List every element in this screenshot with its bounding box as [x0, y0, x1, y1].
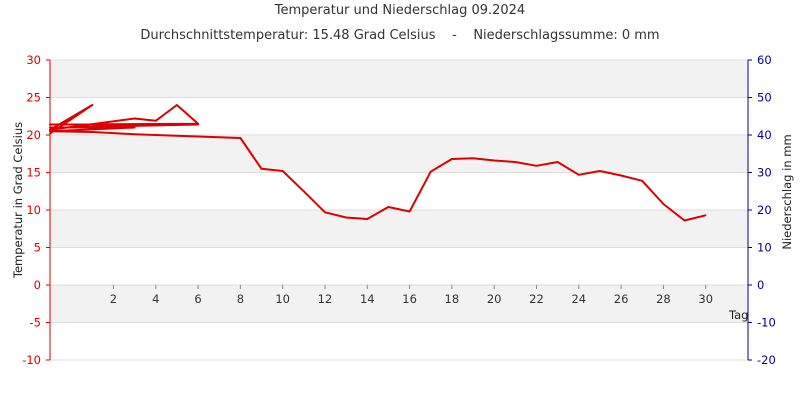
temperature-point	[49, 128, 51, 131]
x-tick-label: 2	[110, 292, 117, 306]
left-tick-label: 15	[26, 166, 41, 180]
temperature-point	[49, 123, 51, 126]
right-tick-label: 30	[757, 166, 772, 180]
x-axis-ticks: 2 4 6 8 10 12 14 16 18 20 22 24 26 28 30	[110, 285, 713, 306]
temperature-point	[49, 130, 51, 133]
subtitle-temperature: Durchschnittstemperatur: 15.48 Grad Cels…	[140, 28, 436, 43]
chart-title: Temperatur und Niederschlag 09.2024	[274, 3, 526, 18]
temperature-point	[387, 206, 390, 208]
chart-subtitle: Durchschnittstemperatur: 15.48 Grad Cels…	[0, 28, 800, 43]
temperature-point	[324, 211, 326, 214]
temperature-point	[514, 161, 517, 163]
temperature-point	[556, 161, 559, 163]
temperature-point	[133, 117, 136, 120]
temperature-point	[704, 214, 707, 217]
temperature-point	[197, 135, 199, 138]
temperature-series	[49, 104, 707, 222]
left-tick-label: -5	[30, 316, 41, 330]
temperature-point	[91, 104, 94, 106]
temperature-point	[91, 131, 94, 133]
x-tick-label: 24	[571, 292, 586, 306]
grid-band	[50, 135, 748, 173]
grid-band	[50, 210, 748, 248]
left-tick-label: 10	[26, 203, 41, 217]
temperature-point	[366, 218, 369, 220]
x-tick-label: 28	[656, 292, 671, 306]
left-tick-label: 5	[34, 241, 41, 255]
x-tick-label: 4	[152, 292, 159, 306]
temperature-point	[303, 190, 305, 193]
temperature-point	[641, 179, 644, 182]
x-tick-label: 6	[194, 292, 201, 306]
grid-bands	[50, 59, 748, 361]
temperature-point	[662, 203, 665, 205]
right-tick-label: 0	[757, 278, 764, 292]
temperature-line	[49, 104, 706, 222]
temperature-point	[472, 157, 474, 160]
right-axis-ticks: -20 -10 0 10 20 30 40 50 60	[748, 53, 776, 367]
temperature-point	[260, 167, 263, 170]
temperature-point	[176, 104, 178, 106]
temperature-point	[493, 159, 495, 162]
subtitle-separator: -	[452, 28, 457, 43]
temperature-point	[683, 219, 686, 222]
temperature-point	[345, 216, 347, 219]
temperature-point	[49, 132, 51, 135]
x-tick-label: 16	[402, 292, 417, 306]
temperature-point	[154, 119, 157, 122]
x-tick-label: 30	[698, 292, 713, 306]
x-tick-label: 10	[275, 292, 290, 306]
x-axis-title: Tag	[728, 308, 748, 322]
x-tick-label: 22	[529, 292, 544, 306]
temperature-point	[429, 170, 432, 173]
temperature-point	[239, 137, 242, 139]
left-axis-title: Temperatur in Grad Celsius	[11, 122, 25, 279]
grid-band	[50, 285, 748, 323]
temperature-point	[599, 170, 601, 172]
left-tick-label: 20	[26, 128, 41, 142]
right-tick-label: 40	[757, 128, 772, 142]
x-tick-label: 20	[487, 292, 502, 306]
temperature-point	[451, 158, 453, 160]
subtitle-precipitation: Niederschlagssumme: 0 mm	[473, 28, 660, 43]
x-tick-label: 8	[237, 292, 244, 306]
left-axis-ticks: -10 -5 0 5 10 15 20 25 30	[22, 53, 50, 367]
right-tick-label: 10	[757, 241, 772, 255]
temperature-point	[620, 174, 622, 177]
temperature-point	[133, 133, 136, 136]
x-tick-label: 26	[614, 292, 629, 306]
right-tick-label: -10	[757, 316, 776, 330]
grid-band	[50, 60, 748, 98]
x-tick-label: 12	[318, 292, 333, 306]
temperature-point	[577, 173, 580, 176]
temperature-point	[535, 164, 538, 167]
x-tick-label: 18	[445, 292, 460, 306]
temperature-point	[197, 123, 199, 126]
x-tick-label: 14	[360, 292, 375, 306]
right-tick-label: 20	[757, 203, 772, 217]
temperature-point	[408, 210, 411, 213]
right-tick-label: -20	[757, 353, 776, 367]
temperature-point	[133, 126, 136, 129]
right-tick-label: 50	[757, 91, 772, 105]
temperature-point	[49, 126, 51, 129]
left-tick-label: -10	[22, 353, 41, 367]
left-tick-label: 30	[26, 53, 41, 67]
temperature-point	[281, 170, 284, 172]
left-tick-label: 25	[26, 91, 41, 105]
right-tick-label: 60	[757, 53, 772, 67]
left-tick-label: 0	[34, 278, 41, 292]
right-axis-title: Niederschlag in mm	[780, 134, 794, 249]
